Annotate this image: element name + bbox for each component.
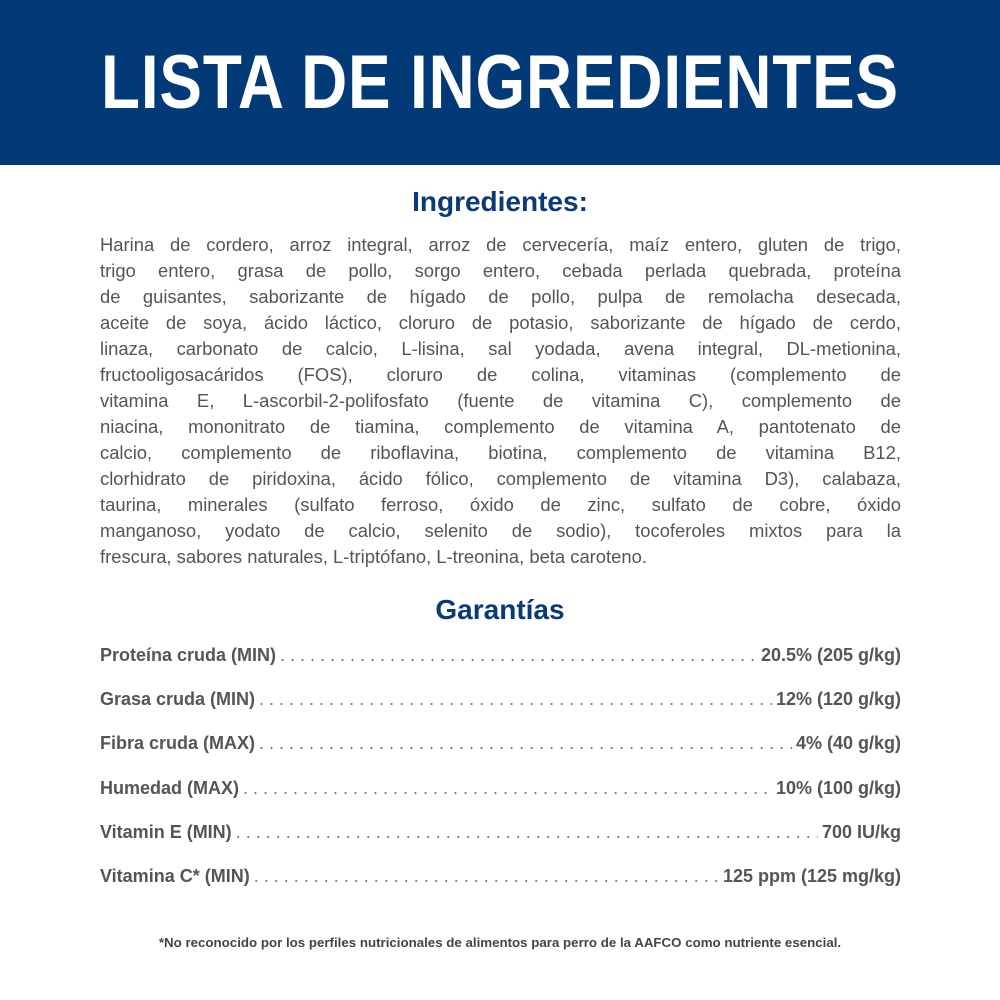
ingredients-list: Harina de cordero, arroz integral, arroz… [100, 232, 901, 570]
dot-leader [280, 645, 757, 666]
guarantee-label: Proteína cruda (MIN) [100, 645, 277, 665]
ingredients-line: linaza, carbonato de calcio, L-lisina, s… [100, 338, 901, 359]
ingredients-line: Harina de cordero, arroz integral, arroz… [100, 234, 901, 255]
ingredients-line: calcio, complemento de riboflavina, biot… [100, 442, 901, 463]
guarantee-row: Grasa cruda (MIN) 12% (120 g/kg) [100, 689, 901, 733]
ingredients-line: trigo entero, grasa de pollo, sorgo ente… [100, 260, 901, 281]
dot-leader [259, 733, 792, 754]
guarantee-value: 20.5% (205 g/kg) [760, 645, 901, 665]
header-banner: LISTA DE INGREDIENTES [0, 0, 1000, 165]
guarantee-row: Humedad (MAX) 10% (100 g/kg) [100, 778, 901, 822]
guarantee-value: 10% (100 g/kg) [775, 777, 901, 798]
ingredients-line: niacina, mononitrato de tiamina, complem… [100, 416, 901, 437]
guarantee-value: 700 IU/kg [821, 821, 901, 842]
ingredients-line: aceite de soya, ácido láctico, cloruro d… [100, 312, 901, 333]
ingredients-line: manganoso, yodato de calcio, selenito de… [100, 520, 901, 541]
guarantee-row: Fibra cruda (MAX) 4% (40 g/kg) [100, 733, 901, 777]
page-title: LISTA DE INGREDIENTES [101, 40, 899, 125]
footnote: *No reconocido por los perfiles nutricio… [158, 935, 842, 950]
dot-leader [259, 689, 772, 710]
guarantee-label: Vitamina C* (MIN) [100, 865, 250, 886]
guarantee-label: Humedad (MAX) [100, 777, 239, 798]
ingredients-line: frescura, sabores naturales, L-triptófan… [100, 546, 647, 567]
dot-leader [254, 866, 719, 887]
dot-leader [236, 822, 818, 843]
guarantee-value: 125 ppm (125 mg/kg) [722, 865, 901, 886]
guarantees-table: Proteína cruda (MIN) 20.5% (205 g/kg) Gras… [100, 645, 901, 910]
dot-leader [243, 778, 772, 799]
ingredients-line: vitamina E, L-ascorbil-2-polifosfato (fu… [100, 390, 901, 411]
ingredients-line: clorhidrato de piridoxina, ácido fólico,… [100, 468, 901, 489]
ingredients-line: de guisantes, saborizante de hígado de p… [100, 286, 901, 307]
guarantee-label: Fibra cruda (MAX) [100, 733, 256, 754]
guarantee-value: 4% (40 g/kg) [795, 733, 901, 754]
ingredients-title: Ingredientes: [412, 186, 588, 217]
guarantee-label: Grasa cruda (MIN) [100, 689, 256, 710]
guarantee-row: Vitamin E (MIN) 700 IU/kg [100, 822, 901, 866]
guarantee-label: Vitamin E (MIN) [100, 821, 232, 842]
guarantee-row: Proteína cruda (MIN) 20.5% (205 g/kg) [100, 645, 901, 689]
ingredients-line: fructooligosacáridos (FOS), cloruro de c… [100, 364, 901, 385]
guarantees-title: Garantías [435, 594, 565, 625]
ingredients-line: taurina, minerales (sulfato ferroso, óxi… [100, 494, 901, 515]
guarantee-value: 12% (120 g/kg) [775, 689, 901, 710]
guarantee-row: Vitamina C* (MIN) 125 ppm (125 mg/kg) [100, 866, 901, 910]
